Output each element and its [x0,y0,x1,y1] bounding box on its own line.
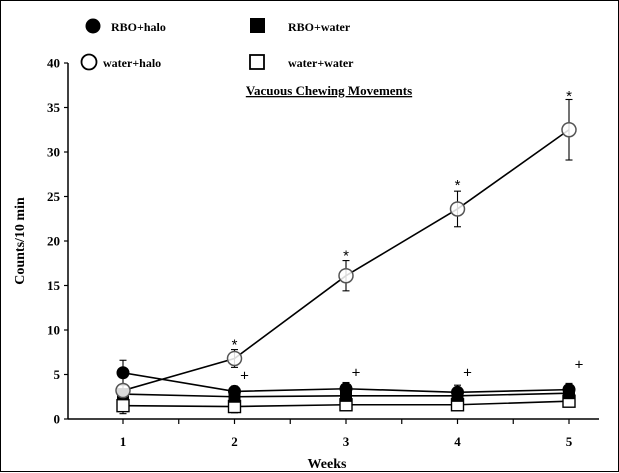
annotations: ****+ + + + [232,88,584,384]
y-axis-label: Counts/10 min [13,197,28,285]
series-layer [115,98,577,415]
significance-star: * [455,177,461,194]
x-tick-label: 4 [454,434,461,449]
point-rbo-halo [339,382,353,396]
plus-marker: + [352,365,361,382]
legend: RBO+halo RBO+water water+halo water+wate… [80,18,354,71]
point-water-halo [338,267,354,284]
x-tick-label: 2 [231,434,238,449]
axes: 0 5 10 15 20 25 30 35 40 1 2 3 4 5 [47,56,599,449]
y-tick-label: 40 [47,56,60,71]
legend-marker-water-halo [80,53,98,71]
point-water-halo [115,382,131,399]
y-tick-label: 15 [47,278,61,293]
y-tick-label: 10 [47,323,60,338]
point-rbo-halo [451,385,464,399]
point-water-halo [226,350,243,367]
legend-label-rbo-halo: RBO+halo [111,20,166,34]
y-tick-label: 35 [47,100,61,115]
plus-marker: + [463,365,472,382]
point-water-water [116,398,130,413]
chart-title: Vacuous Chewing Movements [246,83,412,98]
legend-marker-rbo-water [250,18,265,33]
significance-star: * [566,88,572,105]
legend-marker-rbo-halo [85,18,101,34]
significance-star: * [343,247,349,264]
plus-marker: + [240,367,249,384]
point-rbo-halo [562,383,576,397]
x-axis-label: Weeks [308,457,347,472]
x-tick-label: 1 [120,434,127,449]
y-tick-label: 5 [54,367,61,382]
point-water-halo [561,122,577,138]
legend-marker-water-water [249,54,265,70]
point-rbo-halo [116,366,130,380]
legend-label-water-water: water+water [288,56,354,70]
y-tick-label: 30 [47,145,60,160]
x-tick-label: 3 [343,434,350,449]
y-tick-label: 20 [47,234,60,249]
legend-label-water-halo: water+halo [103,56,161,70]
legend-label-rbo-water: RBO+water [288,20,351,34]
y-tick-label: 25 [47,189,61,204]
point-water-halo [449,201,466,217]
plus-marker: + [575,357,584,374]
x-tick-label: 5 [566,434,573,449]
y-tick-label: 0 [54,412,61,427]
point-rbo-halo [228,384,241,398]
significance-star: * [232,336,238,353]
